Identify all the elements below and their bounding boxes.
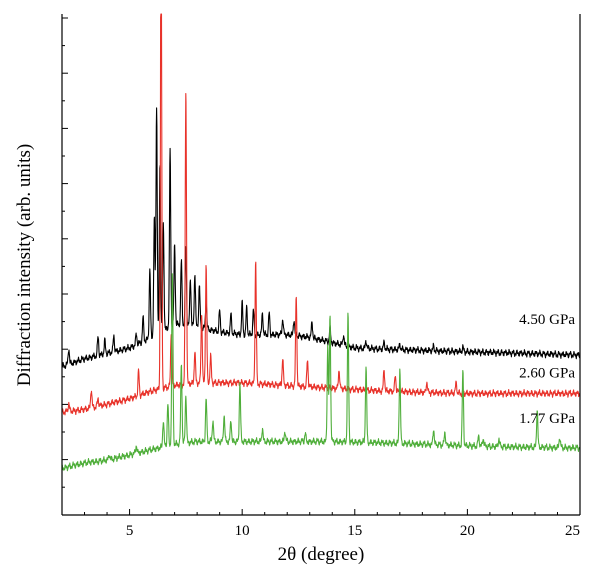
y-axis-title: Diffraction intensity (arb. units) <box>14 144 35 386</box>
series-label: 1.77 GPa <box>519 411 575 427</box>
x-tick-label: 5 <box>126 523 134 539</box>
series-line-260gpa <box>61 13 581 416</box>
x-tick-label: 15 <box>347 523 362 539</box>
y-axis-ticks <box>62 17 68 488</box>
series-labels: 4.50 GPa 2.60 GPa 1.77 GPa <box>519 312 575 427</box>
x-axis-title: 2θ (degree) <box>278 544 365 565</box>
x-tick-label: 20 <box>460 523 475 539</box>
x-tick-label: 25 <box>565 523 580 539</box>
series-label: 4.50 GPa <box>519 312 575 328</box>
x-tick-label: 10 <box>235 523 250 539</box>
series-label: 2.60 GPa <box>519 365 575 381</box>
x-axis-ticks: 5 10 15 20 25 <box>84 509 581 539</box>
series-traces <box>61 13 581 472</box>
series-line-450gpa <box>61 107 581 370</box>
series-line-177gpa <box>61 273 581 472</box>
